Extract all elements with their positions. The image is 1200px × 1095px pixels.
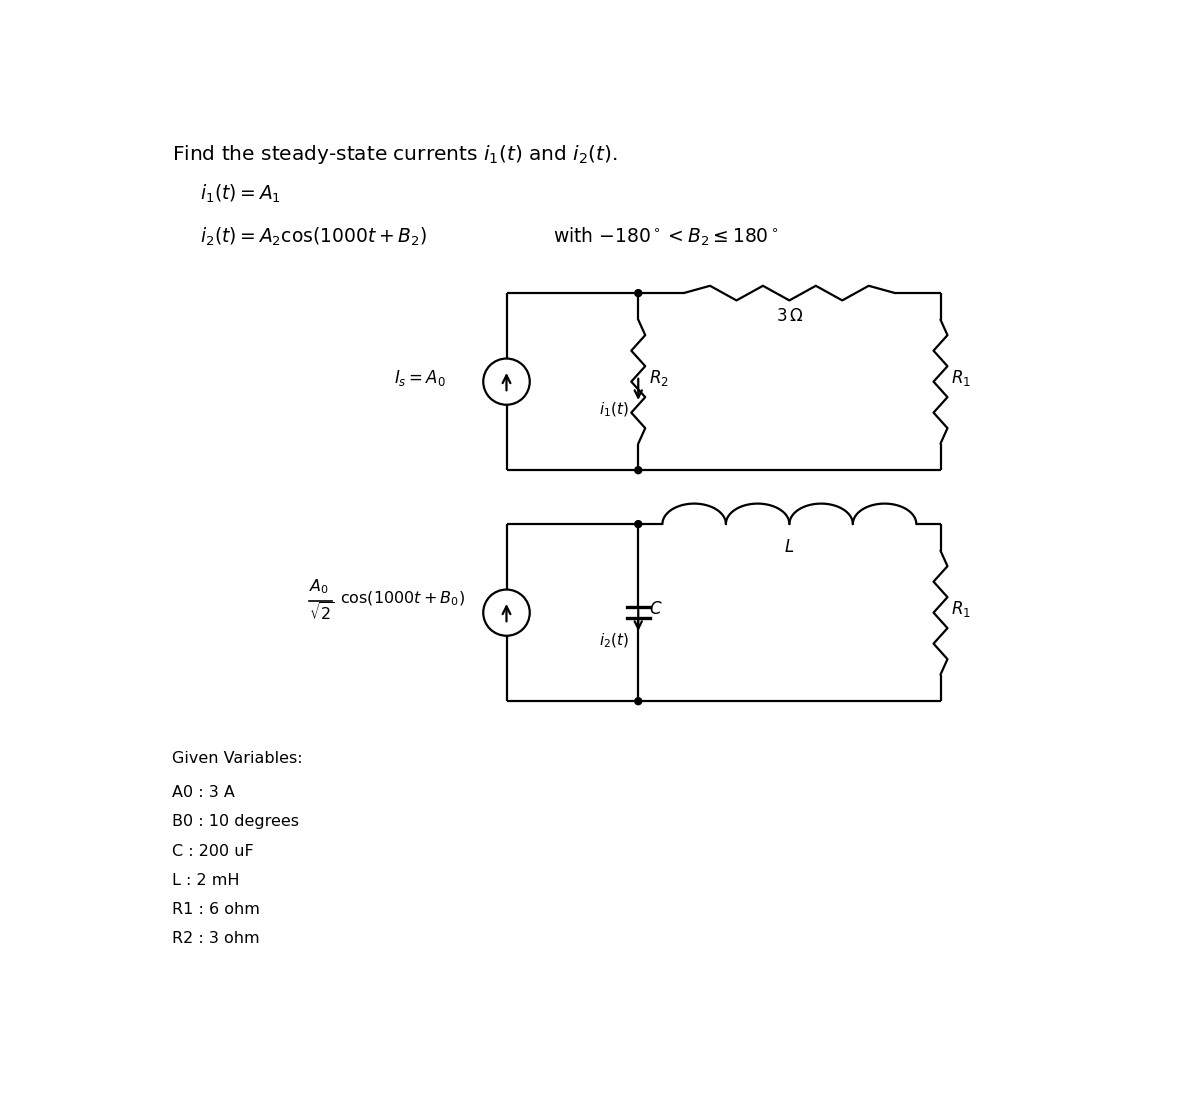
Text: $3\,\Omega$: $3\,\Omega$ xyxy=(775,307,803,325)
Text: $i_1(t) = A_1$: $i_1(t) = A_1$ xyxy=(200,183,282,205)
Circle shape xyxy=(635,466,642,474)
Text: $R_2$: $R_2$ xyxy=(649,368,668,388)
Text: L : 2 mH: L : 2 mH xyxy=(172,873,239,888)
Text: R2 : 3 ohm: R2 : 3 ohm xyxy=(172,932,259,946)
Text: $L$: $L$ xyxy=(785,538,794,556)
Circle shape xyxy=(635,290,642,297)
Text: C : 200 uF: C : 200 uF xyxy=(172,843,253,858)
Text: $R_1$: $R_1$ xyxy=(952,368,971,388)
Text: with $-180^\circ < B_2 \leq 180^\circ$: with $-180^\circ < B_2 \leq 180^\circ$ xyxy=(553,226,779,249)
Text: $\cos(1000t + B_0)$: $\cos(1000t + B_0)$ xyxy=(340,589,466,608)
Text: $C$: $C$ xyxy=(649,600,662,618)
Text: $R_1$: $R_1$ xyxy=(952,599,971,619)
Text: $i_2(t) = A_2\cos(1000t + B_2)$: $i_2(t) = A_2\cos(1000t + B_2)$ xyxy=(200,226,427,249)
Circle shape xyxy=(635,698,642,705)
Text: $A_0$: $A_0$ xyxy=(308,577,329,596)
Text: $I_s = A_0$: $I_s = A_0$ xyxy=(394,368,446,388)
Text: Given Variables:: Given Variables: xyxy=(172,751,302,766)
Circle shape xyxy=(635,520,642,528)
Text: $\sqrt{2}$: $\sqrt{2}$ xyxy=(308,602,335,624)
Text: A0 : 3 A: A0 : 3 A xyxy=(172,785,234,800)
Text: R1 : 6 ohm: R1 : 6 ohm xyxy=(172,902,259,918)
Text: B0 : 10 degrees: B0 : 10 degrees xyxy=(172,815,299,829)
Text: $i_1(t)$: $i_1(t)$ xyxy=(599,401,629,419)
Text: Find the steady-state currents $i_1(t)$ and $i_2(t)$.: Find the steady-state currents $i_1(t)$ … xyxy=(172,143,617,166)
Text: $i_2(t)$: $i_2(t)$ xyxy=(599,632,629,650)
